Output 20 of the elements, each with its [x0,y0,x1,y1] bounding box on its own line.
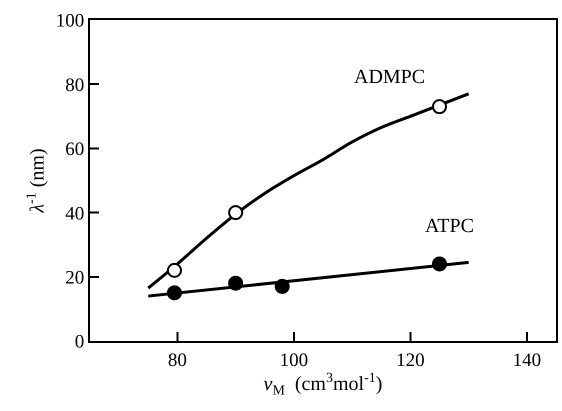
point [432,256,447,272]
x-tick-label: 80 [168,350,187,371]
y-tick-label: 60 [65,139,84,160]
series-label: ATPC [425,215,474,237]
x-tick-label: 100 [280,350,308,371]
point [228,205,244,220]
series-label: ADMPC [354,66,426,88]
y-tick-label: 100 [56,10,84,32]
y-tick-label: 80 [65,74,84,96]
y-tick-label: 0 [74,332,84,353]
x-axis-title: v$_{M}$ (cm$^{3}$mol$^{-1}$) [264,370,382,398]
y-tick-label: 40 [65,203,84,224]
point [274,278,290,294]
x-tick-label: 140 [512,350,542,371]
point [166,285,182,300]
point [228,276,244,291]
y-tick-label: 20 [65,267,84,288]
point [166,262,182,278]
point [432,99,447,114]
x-tick-label: 120 [396,350,425,371]
